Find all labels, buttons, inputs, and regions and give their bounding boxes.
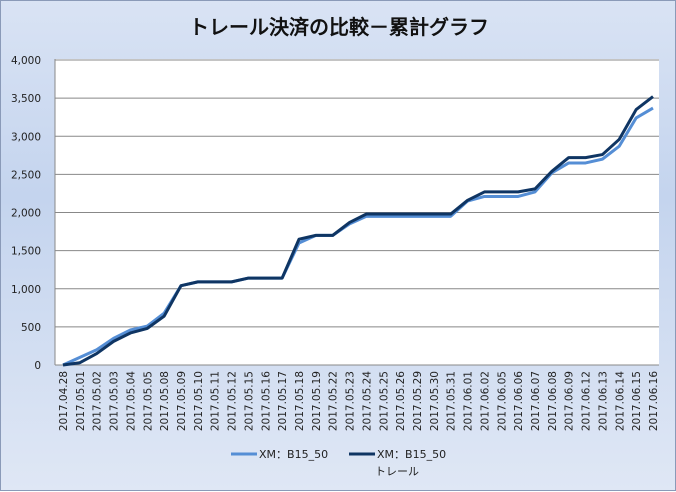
x-tick-label: 2017.05.05 [142, 371, 154, 431]
y-tick-label: 1,000 [11, 284, 41, 296]
x-tick-label: 2017.05.16 [260, 371, 272, 431]
x-tick-label: 2017.06.06 [513, 371, 525, 431]
y-tick-label: 1,500 [11, 246, 41, 258]
x-tick-label: 2017.05.02 [92, 371, 104, 431]
legend-label: XM：B15_50 [259, 448, 328, 461]
x-tick-label: 2017.05.31 [446, 371, 458, 431]
y-tick-label: 2,000 [11, 208, 41, 220]
x-tick-label: 2017.05.22 [328, 371, 340, 431]
x-tick-label: 2017.05.30 [429, 371, 441, 431]
x-tick-label: 2017.06.12 [581, 371, 593, 431]
x-tick-label: 2017.06.08 [547, 371, 559, 431]
x-tick-label: 2017.05.03 [109, 371, 121, 431]
x-tick-label: 2017.05.23 [345, 371, 357, 431]
x-tick-label: 2017.05.24 [361, 371, 373, 431]
series-line-2 [62, 95, 654, 367]
x-tick-label: 2017.05.26 [395, 371, 407, 431]
x-tick-label: 2017.05.08 [159, 371, 171, 431]
x-tick-label: 2017.06.07 [530, 371, 542, 431]
legend-label: XM：B15_50 [377, 448, 446, 461]
x-tick-label: 2017.05.29 [412, 371, 424, 431]
x-tick-label: 2017.05.15 [243, 371, 255, 431]
x-tick-label: 2017.05.04 [125, 371, 137, 431]
x-tick-label: 2017.06.01 [463, 371, 475, 431]
x-tick-label: 2017.06.13 [597, 371, 609, 431]
x-tick-label: 2017.05.10 [193, 371, 205, 431]
y-tick-label: 2,500 [11, 169, 41, 181]
x-tick-label: 2017.05.01 [75, 371, 87, 431]
x-tick-label: 2017.06.09 [564, 371, 576, 431]
x-tick-label: 2017.05.09 [176, 371, 188, 431]
y-tick-label: 3,000 [11, 131, 41, 143]
x-tick-label: 2017.06.15 [631, 371, 643, 431]
x-tick-label: 2017.05.19 [311, 371, 323, 431]
y-tick-label: 4,000 [11, 55, 41, 67]
x-tick-label: 2017.06.05 [496, 371, 508, 431]
series-line-1 [62, 106, 654, 367]
y-tick-label: 3,500 [11, 93, 41, 105]
y-tick-label: 500 [21, 322, 41, 334]
y-tick-label: 0 [34, 360, 41, 372]
x-tick-label: 2017.05.12 [227, 371, 239, 431]
x-tick-label: 2017.06.02 [479, 371, 491, 431]
x-tick-label: 2017.05.11 [210, 371, 222, 431]
x-tick-label: 2017.05.25 [378, 371, 390, 431]
x-axis-label: トレール [375, 465, 419, 478]
x-tick-label: 2017.06.16 [648, 371, 660, 431]
x-tick-label: 2017.05.17 [277, 371, 289, 431]
x-tick-label: 2017.06.14 [614, 371, 626, 431]
chart-title: トレール決済の比較－累計グラフ [189, 15, 489, 39]
x-tick-label: 2017.05.18 [294, 371, 306, 431]
x-tick-label: 2017.04.28 [58, 371, 70, 431]
